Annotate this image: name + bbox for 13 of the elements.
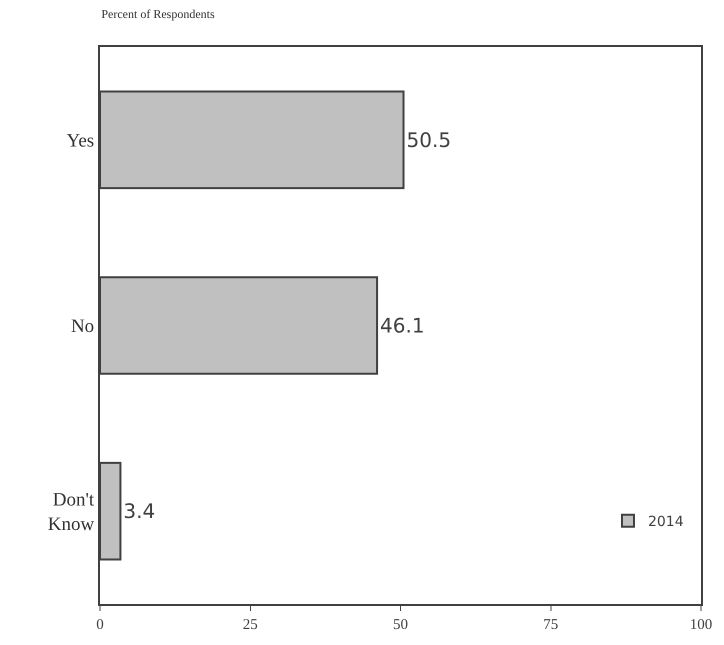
legend-label: 2014 — [648, 514, 684, 530]
x-tick-label: 100 — [690, 617, 712, 633]
x-tick-label: 75 — [543, 617, 558, 633]
x-tick-label: 0 — [96, 617, 104, 633]
data-label: 46.1 — [380, 314, 425, 338]
y-tick-label: Don't Know — [48, 489, 95, 536]
y-tick-label: Yes — [66, 130, 94, 152]
data-label: 3.4 — [123, 499, 156, 524]
data-label: 50.5 — [406, 128, 452, 152]
chart-title: Percent of Respondents — [101, 7, 215, 22]
y-tick-label: No — [70, 316, 94, 338]
x-tick-label: 25 — [242, 617, 258, 633]
x-tick-label: 50 — [393, 617, 408, 633]
